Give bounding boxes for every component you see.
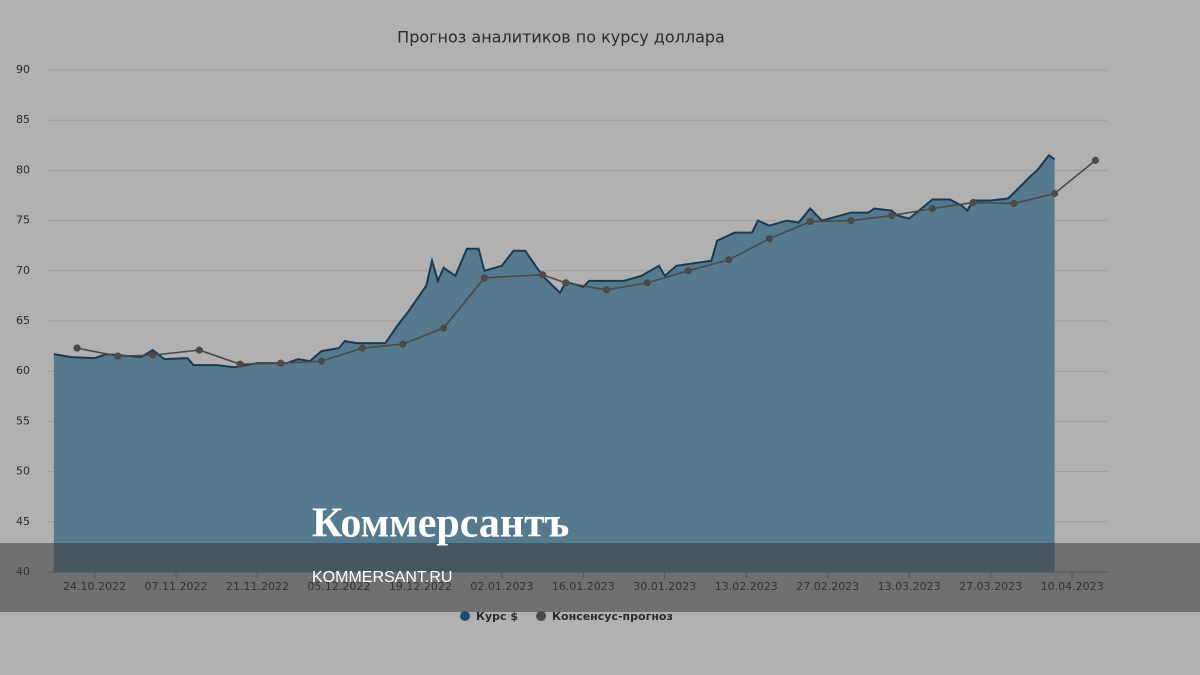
marker: [928, 204, 937, 213]
watermark: Коммерсантъ KOMMERSANT.RU: [0, 501, 1200, 612]
y-tick-label: 45: [16, 515, 30, 528]
watermark-url: KOMMERSANT.RU: [312, 569, 452, 586]
y-tick-label: 65: [16, 314, 30, 327]
legend-label: Курс $: [476, 610, 518, 623]
chart-title: Прогноз аналитиков по курсу доллара: [397, 28, 725, 47]
marker: [149, 351, 157, 359]
legend-marker: [536, 611, 547, 621]
marker: [114, 352, 122, 360]
marker: [480, 274, 489, 282]
marker: [602, 286, 611, 294]
marker: [1010, 199, 1018, 208]
marker: [195, 346, 203, 354]
marker: [236, 360, 244, 368]
marker: [358, 344, 366, 352]
marker: [806, 218, 814, 226]
marker: [1051, 189, 1059, 198]
marker: [643, 279, 651, 287]
y-tick-label: 70: [16, 264, 30, 277]
marker: [725, 256, 733, 264]
y-tick-label: 90: [16, 63, 30, 76]
watermark-logo: Коммерсантъ: [312, 501, 569, 547]
marker: [399, 340, 407, 348]
y-tick-label: 50: [16, 465, 30, 478]
marker: [847, 217, 855, 225]
area: [53, 155, 1055, 572]
legend-marker: [460, 611, 470, 621]
marker: [538, 271, 547, 279]
marker: [1091, 156, 1099, 164]
plot: [53, 153, 1099, 572]
watermark-band: [0, 543, 1200, 612]
marker: [73, 344, 81, 352]
legend: Курс $ Консенсус-прогноз: [460, 610, 673, 623]
y-tick-label: 75: [16, 214, 30, 227]
marker: [765, 235, 774, 243]
y-tick-label: 60: [16, 364, 30, 377]
legend-label: Консенсус-прогноз: [552, 610, 673, 623]
marker: [562, 279, 570, 287]
marker: [888, 211, 896, 220]
marker: [969, 198, 977, 207]
line: [76, 159, 1096, 365]
y-tick-label: 85: [16, 113, 30, 126]
marker: [440, 324, 448, 332]
y-tick-label: 80: [16, 163, 30, 176]
marker: [684, 267, 692, 275]
y-tick-label: 55: [16, 414, 30, 427]
marker: [277, 359, 285, 367]
marker: [317, 357, 326, 365]
